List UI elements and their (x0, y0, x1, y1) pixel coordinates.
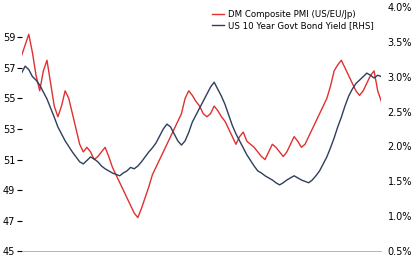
DM Composite PMI (US/EU/Jp) (212, 105, 217, 108)
US 10 Year Govt Bond Yield [RHS] (379, 75, 384, 78)
Legend: DM Composite PMI (US/EU/Jp), US 10 Year Govt Bond Yield [RHS]: DM Composite PMI (US/EU/Jp), US 10 Year … (209, 6, 377, 33)
US 10 Year Govt Bond Yield [RHS] (23, 64, 28, 68)
US 10 Year Govt Bond Yield [RHS] (208, 86, 213, 89)
DM Composite PMI (US/EU/Jp) (26, 33, 31, 36)
Line: DM Composite PMI (US/EU/Jp): DM Composite PMI (US/EU/Jp) (22, 34, 381, 218)
US 10 Year Govt Bond Yield [RHS] (92, 158, 97, 161)
Line: US 10 Year Govt Bond Yield [RHS]: US 10 Year Govt Bond Yield [RHS] (22, 66, 381, 185)
DM Composite PMI (US/EU/Jp) (92, 158, 97, 161)
DM Composite PMI (US/EU/Jp) (368, 74, 373, 77)
DM Composite PMI (US/EU/Jp) (19, 54, 24, 57)
US 10 Year Govt Bond Yield [RHS] (106, 169, 111, 172)
DM Composite PMI (US/EU/Jp) (379, 100, 384, 103)
US 10 Year Govt Bond Yield [RHS] (277, 183, 282, 186)
US 10 Year Govt Bond Yield [RHS] (237, 139, 242, 142)
US 10 Year Govt Bond Yield [RHS] (357, 79, 362, 82)
US 10 Year Govt Bond Yield [RHS] (19, 72, 24, 75)
DM Composite PMI (US/EU/Jp) (135, 216, 140, 219)
DM Composite PMI (US/EU/Jp) (241, 131, 246, 134)
DM Composite PMI (US/EU/Jp) (106, 155, 111, 158)
DM Composite PMI (US/EU/Jp) (357, 94, 362, 97)
US 10 Year Govt Bond Yield [RHS] (368, 74, 373, 77)
